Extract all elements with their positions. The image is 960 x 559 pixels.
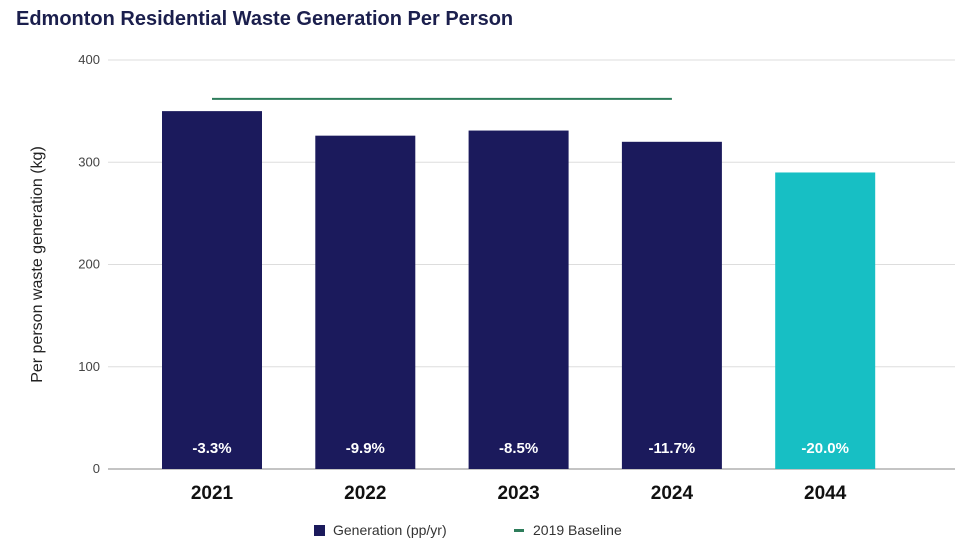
data-label: -3.3%: [192, 440, 231, 457]
x-tick-label: 2021: [191, 483, 234, 504]
y-tick-label: 400: [78, 52, 100, 67]
bar: [162, 111, 262, 469]
data-label: -8.5%: [499, 440, 538, 457]
bar: [468, 130, 569, 470]
legend-label-generation: Generation (pp/yr): [333, 522, 447, 538]
x-tick-label: 2024: [651, 483, 694, 504]
bar: [775, 172, 876, 469]
y-tick-label: 300: [78, 154, 100, 169]
bar: [621, 141, 722, 470]
legend-swatch-baseline: [514, 529, 524, 532]
data-label: -20.0%: [801, 440, 849, 457]
legend-swatch-generation: [314, 525, 325, 536]
bar: [315, 135, 416, 470]
y-tick-label: 0: [93, 461, 100, 476]
x-tick-label: 2022: [344, 483, 386, 504]
data-label: -11.7%: [649, 440, 696, 457]
y-axis-label: Per person waste generation (kg): [29, 146, 46, 383]
y-tick-label: 100: [78, 359, 100, 374]
y-tick-label: 200: [78, 257, 100, 272]
x-tick-label: 2023: [497, 483, 539, 504]
legend-label-baseline: 2019 Baseline: [533, 522, 622, 538]
x-tick-label: 2044: [804, 483, 847, 504]
chart-title: Edmonton Residential Waste Generation Pe…: [16, 8, 514, 30]
data-label: -9.9%: [346, 440, 385, 457]
